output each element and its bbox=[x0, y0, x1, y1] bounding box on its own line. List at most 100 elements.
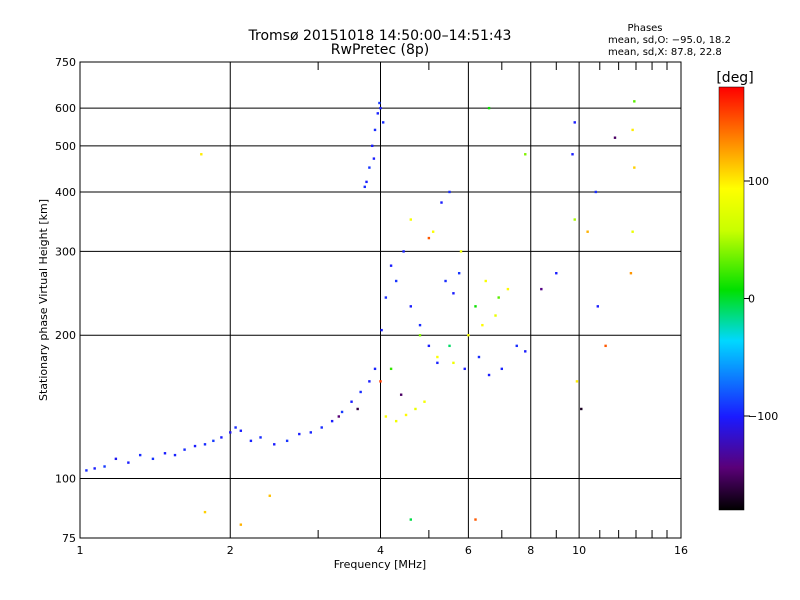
data-point bbox=[524, 350, 527, 353]
data-point bbox=[452, 292, 455, 295]
data-point bbox=[418, 334, 422, 337]
data-point bbox=[340, 410, 344, 414]
data-point bbox=[463, 367, 466, 371]
colorbar-tick-label: 100 bbox=[748, 175, 769, 188]
data-point bbox=[586, 230, 589, 233]
data-point bbox=[239, 429, 243, 432]
data-point bbox=[138, 453, 142, 457]
data-points bbox=[85, 100, 636, 526]
data-point bbox=[414, 407, 417, 411]
data-point bbox=[350, 400, 353, 403]
data-point bbox=[594, 190, 598, 194]
data-point bbox=[474, 518, 477, 521]
y-tick-label: 200 bbox=[55, 329, 76, 342]
data-point bbox=[580, 407, 583, 411]
x-tick-label: 16 bbox=[674, 544, 688, 557]
x-tick-label: 4 bbox=[377, 544, 384, 557]
data-point bbox=[379, 106, 382, 110]
data-point bbox=[85, 469, 88, 472]
data-point bbox=[631, 230, 634, 233]
data-point bbox=[371, 144, 374, 148]
data-point bbox=[193, 444, 197, 448]
data-point bbox=[448, 344, 451, 348]
data-point bbox=[613, 136, 617, 139]
data-point bbox=[384, 296, 388, 299]
data-point bbox=[596, 305, 599, 308]
data-point bbox=[394, 419, 398, 423]
data-point bbox=[629, 272, 633, 275]
data-point bbox=[506, 287, 510, 291]
phase-legend-line-x: mean, sd,X: 87.8, 22.8 bbox=[608, 47, 722, 58]
data-point bbox=[497, 296, 500, 299]
data-point bbox=[481, 323, 484, 327]
data-point bbox=[373, 367, 377, 371]
data-point bbox=[631, 128, 634, 132]
colorbar bbox=[718, 86, 745, 511]
data-point bbox=[515, 344, 518, 348]
x-tick-label: 2 bbox=[227, 544, 234, 557]
x-tick-labels: 1 2 4 6 8 10 16 bbox=[77, 544, 689, 557]
data-point bbox=[457, 272, 461, 275]
data-point bbox=[571, 153, 574, 156]
data-point bbox=[234, 426, 237, 429]
data-point bbox=[381, 121, 385, 124]
data-point bbox=[444, 279, 447, 283]
data-point bbox=[409, 218, 412, 221]
data-point bbox=[380, 328, 383, 332]
data-point bbox=[239, 523, 243, 526]
data-point bbox=[259, 436, 262, 439]
data-point bbox=[220, 436, 223, 439]
data-point bbox=[249, 439, 253, 443]
chart-subtitle: RwPretec (8p) bbox=[331, 42, 429, 58]
data-point bbox=[477, 355, 481, 359]
data-point bbox=[394, 279, 398, 283]
plot-frame bbox=[79, 61, 682, 539]
data-point bbox=[330, 419, 334, 423]
data-point bbox=[359, 390, 362, 394]
data-point bbox=[573, 218, 576, 221]
data-point bbox=[431, 230, 435, 233]
data-point bbox=[379, 380, 382, 383]
data-point bbox=[524, 153, 527, 156]
data-point bbox=[368, 166, 371, 169]
data-point bbox=[373, 128, 377, 132]
phase-legend-line-o: mean, sd,O: −95.0, 18.2 bbox=[608, 35, 731, 46]
colorbar-tick-label: 0 bbox=[748, 293, 755, 306]
data-point bbox=[376, 112, 379, 115]
data-point bbox=[268, 494, 271, 497]
data-point bbox=[494, 314, 497, 317]
y-tick-label: 750 bbox=[55, 56, 76, 69]
data-point bbox=[452, 361, 455, 365]
x-tick-label: 8 bbox=[527, 544, 534, 557]
data-point bbox=[337, 415, 341, 418]
data-point bbox=[427, 344, 431, 348]
data-point bbox=[487, 373, 491, 377]
data-point bbox=[402, 250, 405, 253]
data-point bbox=[423, 400, 426, 403]
data-point bbox=[633, 100, 636, 103]
colorbar-ticks: 100 0 −100 bbox=[744, 175, 778, 423]
data-point bbox=[309, 431, 312, 434]
data-point bbox=[459, 250, 463, 253]
data-point bbox=[418, 323, 422, 327]
data-point bbox=[555, 272, 558, 275]
data-point bbox=[212, 439, 215, 443]
data-point bbox=[183, 448, 186, 451]
data-point bbox=[356, 407, 359, 411]
y-tick-label: 75 bbox=[62, 532, 76, 545]
data-point bbox=[484, 279, 487, 283]
chart-title: Tromsø 20151018 14:50:00–14:51:43 bbox=[248, 28, 512, 44]
data-point bbox=[203, 510, 207, 514]
data-point bbox=[399, 393, 403, 396]
x-axis-label: Frequency [MHz] bbox=[334, 558, 426, 571]
y-tick-label: 500 bbox=[55, 140, 76, 153]
data-point bbox=[285, 439, 289, 443]
data-point bbox=[540, 287, 543, 291]
data-point bbox=[404, 413, 408, 417]
data-point bbox=[427, 236, 431, 240]
data-point bbox=[203, 443, 207, 446]
data-point bbox=[575, 380, 579, 383]
y-tick-label: 400 bbox=[55, 186, 76, 199]
data-point bbox=[474, 305, 477, 308]
